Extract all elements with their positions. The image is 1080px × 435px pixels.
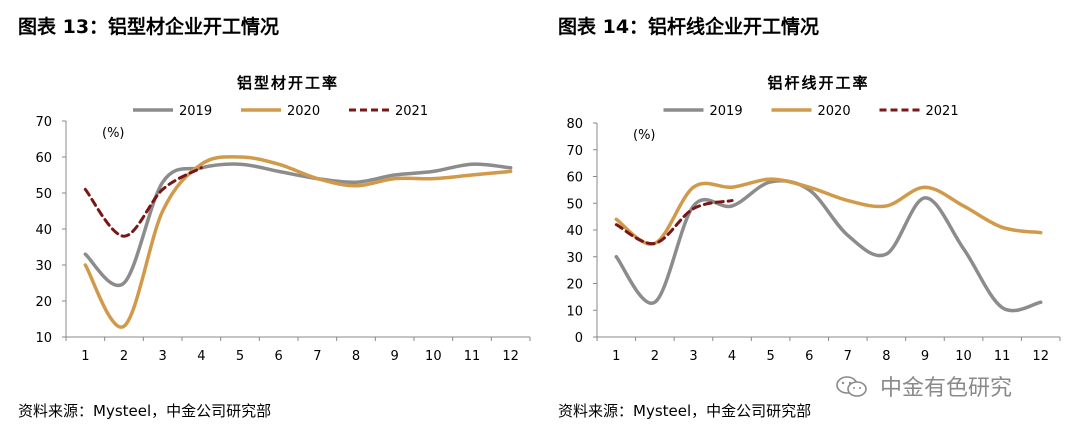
y-tick-label: 70 xyxy=(566,144,583,159)
source-note: 资料来源：Mysteel，中金公司研究部 xyxy=(18,402,272,420)
legend-label-2020: 2020 xyxy=(287,104,320,119)
x-tick-label: 6 xyxy=(275,349,283,364)
x-tick-label: 4 xyxy=(728,349,736,364)
x-tick-label: 11 xyxy=(464,349,481,364)
y-tick-label: 80 xyxy=(566,117,583,132)
y-tick-label: 50 xyxy=(35,187,52,202)
x-tick-label: 2 xyxy=(651,349,659,364)
legend-label-2021: 2021 xyxy=(395,104,428,119)
watermark-text: 中金有色研究 xyxy=(880,376,1013,401)
y-tick-label: 20 xyxy=(35,295,52,310)
legend-label-2021: 2021 xyxy=(926,104,959,119)
chart-title: 铝杆线开工率 xyxy=(767,74,869,92)
series-line-2020 xyxy=(83,155,513,329)
y-tick-label: 0 xyxy=(575,331,583,346)
watermark: 中金有色研究 xyxy=(835,370,1012,402)
wechat-icon xyxy=(836,376,867,397)
x-tick-label: 8 xyxy=(352,349,360,364)
y-tick-label: 70 xyxy=(35,115,52,130)
x-tick-label: 5 xyxy=(236,349,244,364)
legend-label-2020: 2020 xyxy=(818,104,851,119)
series-line-2020 xyxy=(614,177,1043,246)
x-tick-label: 10 xyxy=(425,349,442,364)
series-line-2021 xyxy=(83,166,203,238)
x-tick-label: 6 xyxy=(805,349,813,364)
x-tick-label: 4 xyxy=(197,349,205,364)
figure-14: 图表 14：铝杆线企业开工情况 铝杆线开工率 2019 2020 2021 0 10 20 3… xyxy=(540,0,1080,435)
unit-label: (%) xyxy=(633,128,656,143)
x-tick-label: 12 xyxy=(502,349,519,364)
y-tick-label: 60 xyxy=(566,171,583,186)
x-tick-label: 7 xyxy=(313,349,321,364)
x-tick-label: 9 xyxy=(921,349,929,364)
y-tick-label: 10 xyxy=(566,304,583,319)
x-tick-label: 10 xyxy=(955,349,972,364)
chart-title: 铝型材开工率 xyxy=(237,74,339,92)
x-tick-label: 5 xyxy=(766,349,774,364)
y-tick-label: 40 xyxy=(566,224,583,239)
x-tick-label: 7 xyxy=(844,349,852,364)
y-tick-label: 30 xyxy=(566,251,583,266)
x-tick-label: 3 xyxy=(159,349,167,364)
y-tick-label: 50 xyxy=(566,197,583,212)
x-tick-label: 12 xyxy=(1032,349,1049,364)
x-tick-label: 8 xyxy=(882,349,890,364)
series-line-2021 xyxy=(614,199,734,245)
y-tick-label: 10 xyxy=(35,331,52,346)
series-line-2019 xyxy=(614,178,1043,313)
x-tick-label: 2 xyxy=(120,349,128,364)
legend-label-2019: 2019 xyxy=(710,104,743,119)
x-tick-label: 1 xyxy=(81,349,89,364)
y-tick-label: 20 xyxy=(566,278,583,293)
x-tick-label: 3 xyxy=(689,349,697,364)
legend-label-2019: 2019 xyxy=(179,104,212,119)
y-tick-label: 30 xyxy=(35,259,52,274)
figure-13: 图表 13：铝型材企业开工情况 铝型材开工率 2019 2020 2021 10 20 30… xyxy=(18,16,531,420)
y-tick-label: 40 xyxy=(35,223,52,238)
figure-title: 图表 14：铝杆线企业开工情况 xyxy=(558,16,820,38)
x-tick-label: 11 xyxy=(994,349,1011,364)
figure-title: 图表 13：铝型材企业开工情况 xyxy=(18,16,280,38)
y-tick-label: 60 xyxy=(35,151,52,166)
series-line-2019 xyxy=(83,162,513,288)
x-tick-label: 1 xyxy=(612,349,620,364)
source-note: 资料来源：Mysteel，中金公司研究部 xyxy=(558,402,812,420)
unit-label: (%) xyxy=(102,126,125,141)
x-tick-label: 9 xyxy=(391,349,399,364)
